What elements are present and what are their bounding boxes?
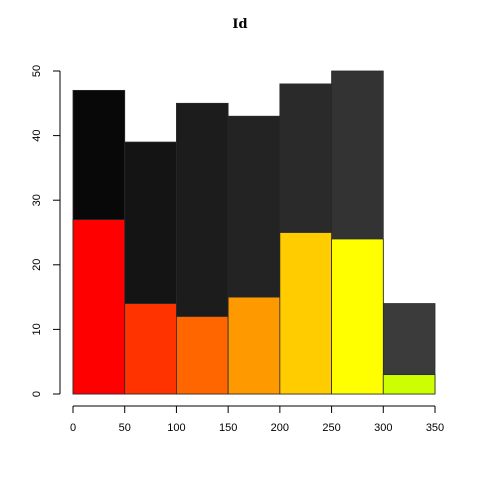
- y-tick-label: 0: [31, 391, 43, 397]
- bar-series-2-bin-7: [382, 374, 436, 395]
- x-tick-label: 50: [119, 422, 131, 434]
- x-tick-label: 250: [322, 422, 340, 434]
- y-axis: 0 10 20 30 40 50: [31, 65, 61, 397]
- x-tick-label: 0: [70, 422, 76, 434]
- x-axis: 0 50 100 150 200 250 300 350: [70, 405, 444, 434]
- chart-title: Id: [232, 17, 247, 32]
- x-tick-label: 350: [426, 422, 444, 434]
- x-tick-label: 100: [167, 422, 185, 434]
- bar-series-2-bin-3: [176, 316, 229, 395]
- y-tick-label: 20: [31, 259, 43, 271]
- bar-series-2-bin-6: [331, 238, 384, 395]
- y-tick-label: 10: [31, 323, 43, 335]
- y-tick-label: 50: [31, 65, 43, 77]
- y-tick-label: 40: [31, 129, 43, 141]
- bar-series-2-bin-4: [227, 296, 281, 395]
- bars-group: [72, 70, 436, 395]
- x-tick-label: 200: [271, 422, 289, 434]
- x-tick-label: 300: [374, 422, 392, 434]
- bar-series-2-bin-5: [279, 232, 332, 395]
- bar-series-2-bin-2: [124, 303, 177, 395]
- x-tick-label: 150: [219, 422, 237, 434]
- bar-series-2-bin-1: [72, 219, 126, 395]
- y-tick-label: 30: [31, 194, 43, 206]
